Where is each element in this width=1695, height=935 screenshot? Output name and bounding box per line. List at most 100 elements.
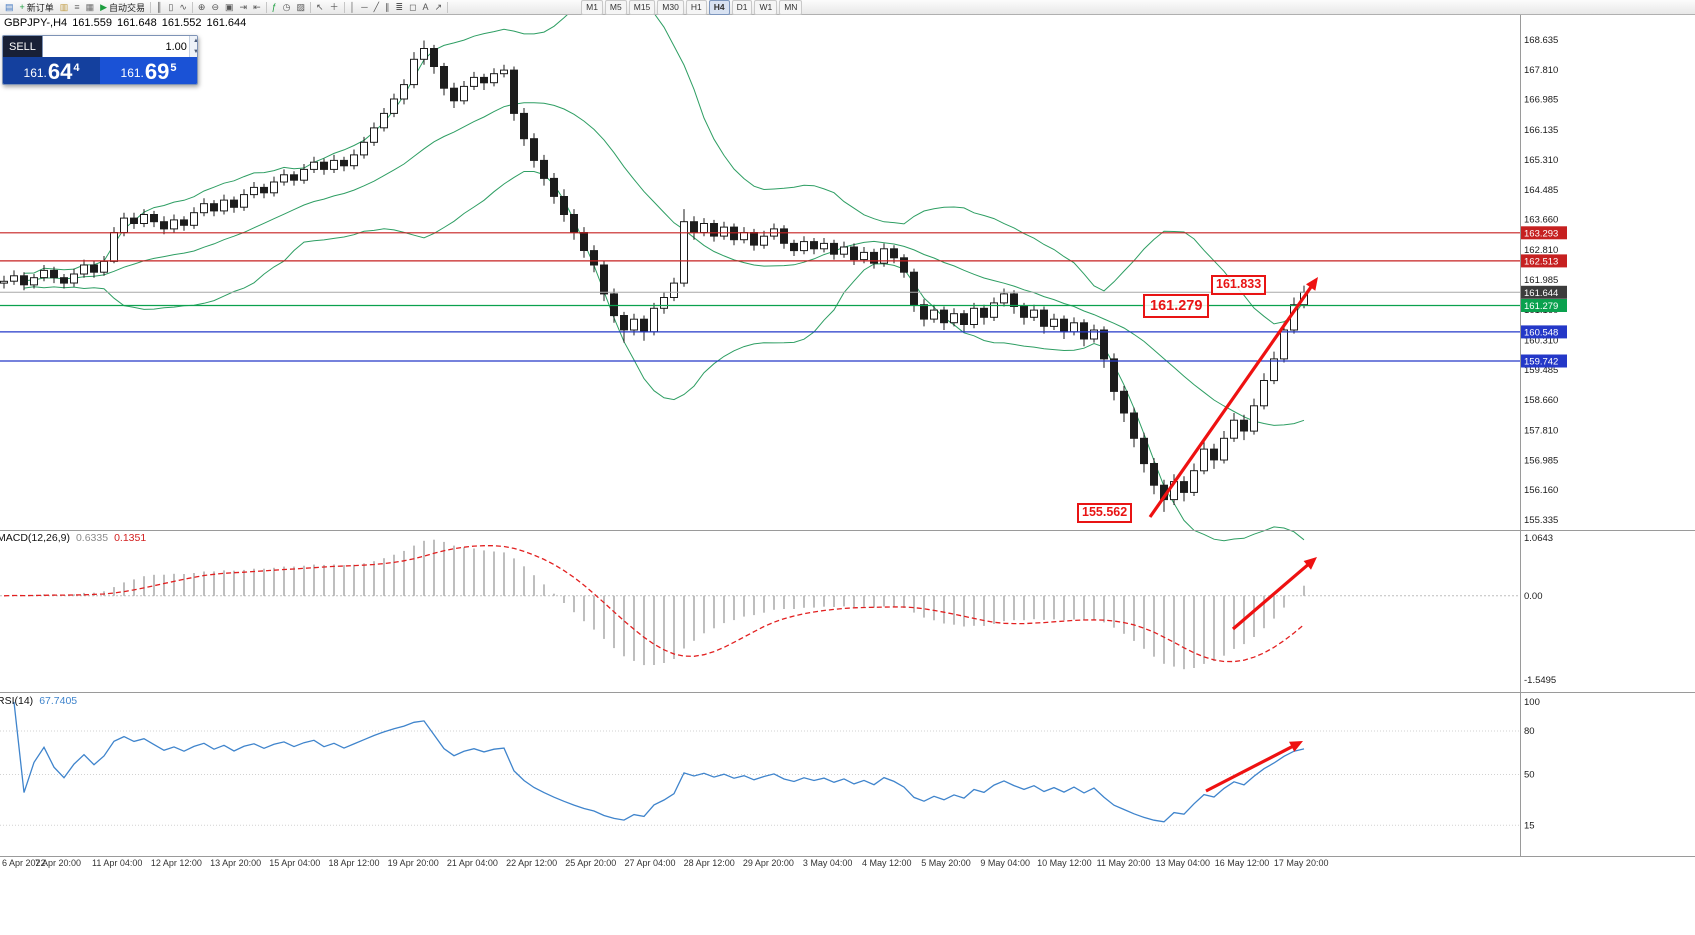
chart-shift-button[interactable]: ⇤ [250,1,264,14]
vertical-line-button[interactable]: │ [347,1,359,14]
svg-text:155.335: 155.335 [1524,515,1558,526]
svg-text:6 Apr 2022: 6 Apr 2022 [2,858,46,868]
svg-text:15 Apr 04:00: 15 Apr 04:00 [269,858,320,868]
svg-text:17 May 20:00: 17 May 20:00 [1274,858,1329,868]
zoom-in-button[interactable]: ⊕ [195,1,209,14]
timeframe-h4-button[interactable]: H4 [708,0,730,15]
annotation-level-161279[interactable]: 161.279 [1143,294,1210,319]
svg-text:161.644: 161.644 [1524,288,1558,299]
bar-chart-button[interactable]: ║ [153,1,165,14]
toolbar-separator [265,1,267,13]
trend-arrows[interactable] [1148,277,1318,793]
tile-windows-icon: ▣ [225,1,234,12]
svg-text:100: 100 [1524,697,1540,708]
svg-text:50: 50 [1524,770,1535,781]
line-chart-button[interactable]: ∿ [176,1,190,14]
templates-button[interactable]: ▨ [294,1,309,14]
svg-text:80: 80 [1524,726,1535,737]
indicators-button[interactable]: ƒ [269,1,280,14]
autotrading-icon: ▶ [100,1,108,12]
annotation-low-155562[interactable]: 155.562 [1077,503,1133,523]
macd-signal-value: 0.1351 [114,532,147,544]
chart-close: 161.644 [206,17,247,29]
autotrading-button[interactable]: ▶ 自动交易 [97,1,148,14]
chart-high: 161.648 [116,17,157,29]
arrows-button[interactable]: ↗ [432,1,446,14]
cursor-icon: ↖ [316,1,324,12]
sell-price[interactable]: 161. 64 4 [3,57,100,84]
svg-text:161.279: 161.279 [1524,301,1558,312]
volume-input[interactable] [42,36,189,57]
svg-text:162.810: 162.810 [1524,245,1558,256]
line-chart-icon: ∿ [179,1,187,12]
svg-text:162.513: 162.513 [1524,256,1558,267]
toolbar: ▤ + 新订单 ▥ ≡ ▦ ▶ 自动交易 ║ ▯ ∿ ⊕ ⊖ ▣ ⇥ ⇤ ƒ ◷ ▨ ↖ ＋ │ ─ ╱ ∥ ≣ ◻ A ↗ M1 M5 M1… [0,0,1695,15]
trendline-button[interactable]: ╱ [371,1,382,14]
volume-increase-button[interactable]: ▲ [189,36,197,47]
candlestick-chart-button[interactable]: ▯ [165,1,176,14]
timeframe-m15-button[interactable]: M15 [628,0,656,15]
timeframe-m1-button[interactable]: M1 [581,0,603,15]
arrows-icon: ↗ [434,1,443,12]
horizontal-line-button[interactable]: ─ [358,1,370,14]
tile-windows-button[interactable]: ▣ [222,1,237,14]
svg-text:166.985: 166.985 [1524,95,1558,106]
auto-scroll-icon: ⇥ [239,1,248,12]
macd-indicator-label: MACD(12,26,9) 0.6335 0.1351 [0,532,146,544]
text-button[interactable]: A [420,1,432,14]
buy-price[interactable]: 161. 69 5 [100,57,197,84]
timeframe-mn-button[interactable]: MN [779,0,803,15]
timeframe-h1-button[interactable]: H1 [685,0,707,15]
svg-text:156.160: 156.160 [1524,485,1558,496]
svg-text:13 Apr 20:00: 13 Apr 20:00 [210,858,261,868]
timeframe-m30-button[interactable]: M30 [657,0,684,15]
candlesticks [0,40,1308,512]
annotation-target-161833[interactable]: 161.833 [1211,275,1267,295]
shapes-icon: ◻ [409,1,417,12]
svg-text:11 May 20:00: 11 May 20:00 [1097,858,1151,868]
fibonacci-icon: ≣ [395,1,404,12]
shapes-button[interactable]: ◻ [406,1,419,14]
svg-text:160.548: 160.548 [1524,327,1558,338]
horizontal-line-icon: ─ [361,1,368,12]
svg-text:164.485: 164.485 [1524,185,1558,196]
svg-text:13 May 04:00: 13 May 04:00 [1156,858,1211,868]
buy-price-big: 69 [144,59,170,84]
svg-text:10 May 12:00: 10 May 12:00 [1037,858,1092,868]
svg-text:4 May 12:00: 4 May 12:00 [862,858,912,868]
new-chart-button[interactable]: ▤ [2,1,17,14]
profiles-button[interactable]: ▥ [57,1,72,14]
periods-icon: ◷ [282,1,291,12]
toolbar-separator [191,1,193,13]
timeframe-w1-button[interactable]: W1 [754,0,778,15]
autotrading-button-label: 自动交易 [109,2,146,13]
svg-text:11 Apr 04:00: 11 Apr 04:00 [92,858,142,868]
periods-button[interactable]: ◷ [280,1,294,14]
market-watch-button[interactable]: ≡ [71,1,82,14]
buy-price-prefix: 161. [120,66,144,80]
zoom-out-button[interactable]: ⊖ [208,1,222,14]
svg-text:165.310: 165.310 [1524,155,1558,166]
terminal-button[interactable]: ▦ [83,1,98,14]
trendline-icon: ╱ [373,1,380,12]
auto-scroll-button[interactable]: ⇥ [237,1,251,14]
one-click-trading-panel: SELL ▲ ▼ BUY 161. 64 4 161. 69 5 [2,35,198,85]
new-order-button[interactable]: + 新订单 [17,1,57,14]
timeframe-d1-button[interactable]: D1 [731,0,753,15]
fibonacci-button[interactable]: ≣ [393,1,407,14]
volume-decrease-button[interactable]: ▼ [189,46,197,57]
timeframe-m5-button[interactable]: M5 [604,0,627,15]
volume-spin-buttons: ▲ ▼ [188,36,197,57]
horizontal-level-lines[interactable] [0,232,1520,362]
sell-button[interactable]: SELL [3,36,42,57]
crosshair-icon: ＋ [329,1,339,12]
profiles-icon: ▥ [59,1,69,12]
chart-low: 161.552 [161,17,202,29]
crosshair-button[interactable]: ＋ [327,1,342,14]
svg-text:163.293: 163.293 [1524,228,1558,239]
cursor-button[interactable]: ↖ [313,1,327,14]
channel-button[interactable]: ∥ [382,1,393,14]
macd-name: MACD(12,26,9) [0,532,70,544]
svg-text:156.985: 156.985 [1524,456,1558,467]
